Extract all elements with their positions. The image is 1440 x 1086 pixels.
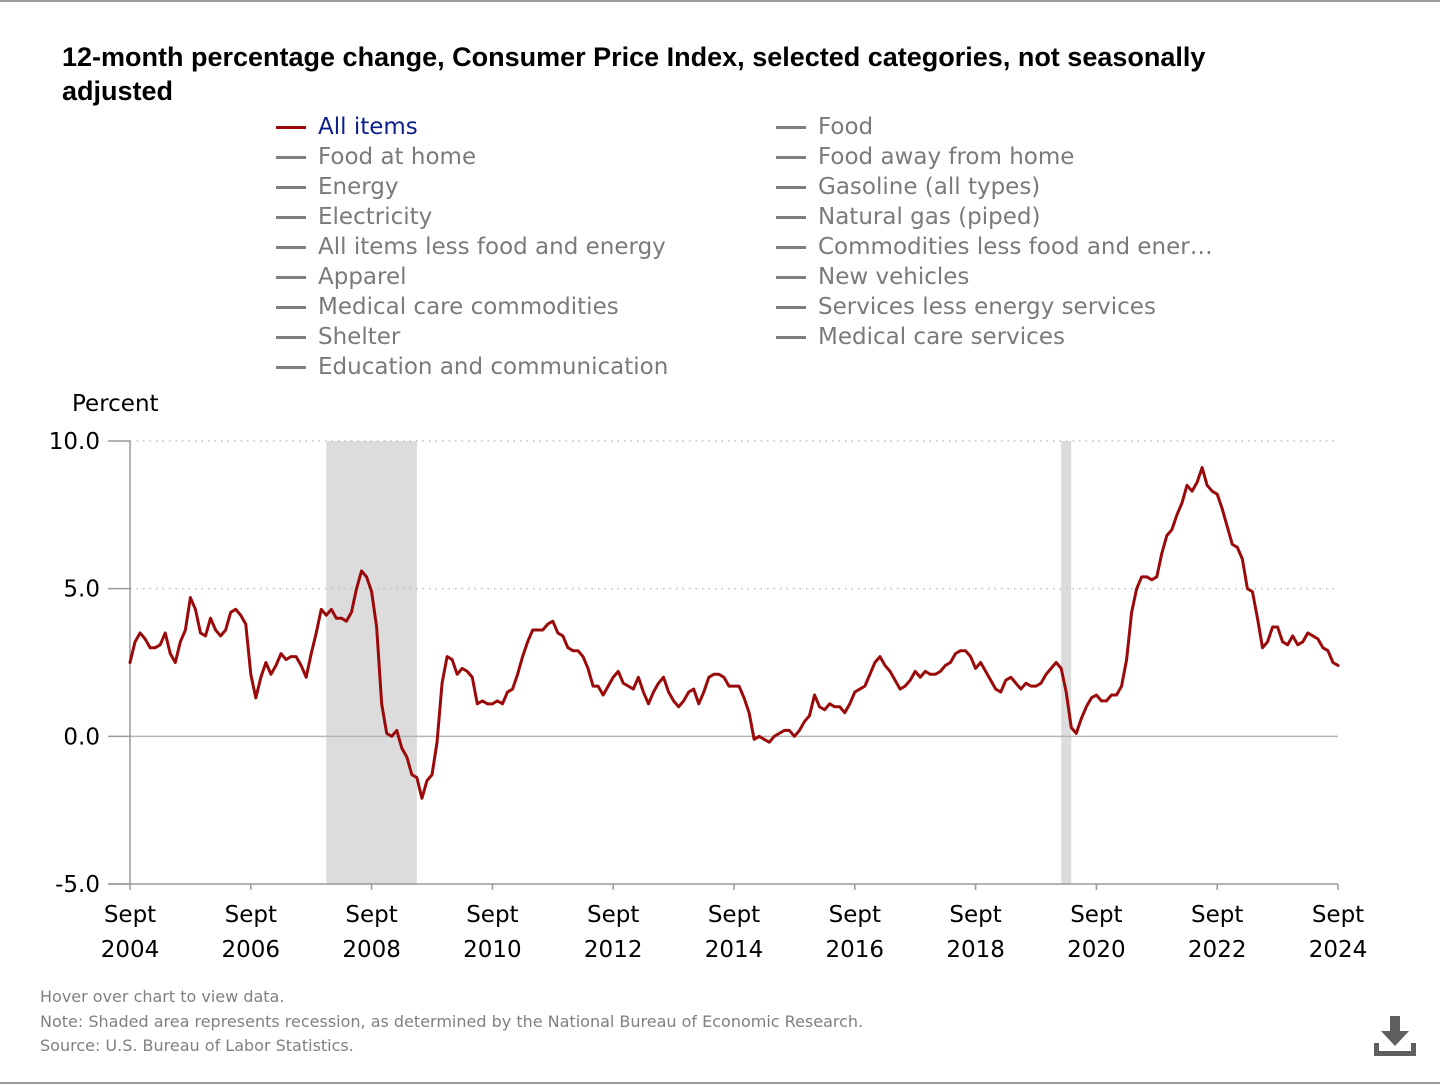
legend-label: Apparel: [318, 264, 407, 290]
frame-top-border: [0, 0, 1440, 2]
y-tick-label: -5.0: [55, 872, 100, 898]
legend-item[interactable]: Apparel: [276, 262, 407, 292]
legend-swatch: [776, 275, 806, 279]
x-tick-year: 2010: [463, 937, 522, 963]
x-tick-year: 2024: [1309, 937, 1368, 963]
legend-item[interactable]: Food at home: [276, 142, 476, 172]
legend-swatch: [276, 125, 306, 129]
recession-band: [1061, 441, 1072, 884]
line-chart[interactable]: 10.0 5.0 0.0 -5.0 Percent Sept 2004 Sept 2006 Sep…: [0, 384, 1440, 974]
legend-label: Shelter: [318, 324, 401, 350]
legend-label: Medical care services: [818, 324, 1065, 350]
x-tick-month: Sept: [104, 902, 156, 928]
legend-item[interactable]: Services less energy services: [776, 292, 1156, 322]
legend-swatch: [776, 305, 806, 309]
legend-label: New vehicles: [818, 264, 970, 290]
y-tick-label: 0.0: [63, 724, 100, 750]
axes: 10.0 5.0 0.0 -5.0 Percent Sept 2004 Sept 2006 Sep…: [49, 391, 1367, 963]
legend-item[interactable]: All items less food and energy: [276, 232, 666, 262]
legend-swatch: [276, 335, 306, 339]
x-tick-month: Sept: [1070, 902, 1122, 928]
gridlines: [130, 440, 1338, 738]
legend-item[interactable]: All items: [276, 112, 418, 142]
chart-title: 12-month percentage change, Consumer Pri…: [62, 42, 1206, 106]
series-lines: [128, 466, 1340, 800]
frame-bottom-border: [0, 1082, 1440, 1084]
legend-item[interactable]: Medical care commodities: [276, 292, 619, 322]
legend-item[interactable]: Medical care services: [776, 322, 1065, 352]
recession-note: Note: Shaded area represents recession, …: [40, 1012, 864, 1031]
legend-item[interactable]: Electricity: [276, 202, 432, 232]
legend-swatch: [276, 215, 306, 219]
x-tick-month: Sept: [949, 902, 1001, 928]
x-tick-month: Sept: [587, 902, 639, 928]
source-note: Source: U.S. Bureau of Labor Statistics.: [40, 1036, 354, 1055]
legend: All items Food Food at home Food away from …: [276, 112, 1276, 384]
x-tick-month: Sept: [466, 902, 518, 928]
y-tick-label: 5.0: [63, 577, 100, 603]
hover-hint: Hover over chart to view data.: [40, 987, 285, 1006]
x-tick-year: 2008: [342, 937, 401, 963]
legend-swatch: [276, 245, 306, 249]
legend-label: Energy: [318, 174, 399, 200]
download-button[interactable]: [1372, 1014, 1418, 1060]
x-tick-month: Sept: [708, 902, 760, 928]
legend-item[interactable]: New vehicles: [776, 262, 969, 292]
legend-label: All items less food and energy: [318, 234, 666, 260]
legend-item[interactable]: Natural gas (piped): [776, 202, 1040, 232]
legend-swatch: [276, 305, 306, 309]
legend-swatch: [276, 365, 306, 369]
x-tick-year: 2020: [1067, 937, 1126, 963]
legend-swatch: [276, 275, 306, 279]
legend-item[interactable]: Food: [776, 112, 873, 142]
legend-swatch: [776, 125, 806, 129]
legend-label: Education and communication: [318, 354, 669, 380]
legend-label: Medical care commodities: [318, 294, 619, 320]
x-tick-month: Sept: [345, 902, 397, 928]
legend-label: Food away from home: [818, 144, 1075, 170]
download-icon: [1374, 1016, 1416, 1056]
x-tick-year: 2006: [222, 937, 281, 963]
y-axis-label: Percent: [72, 391, 159, 417]
legend-swatch: [276, 155, 306, 159]
y-tick-label: 10.0: [49, 429, 100, 455]
legend-item[interactable]: Shelter: [276, 322, 400, 352]
legend-label: Gasoline (all types): [818, 174, 1041, 200]
legend-item[interactable]: Gasoline (all types): [776, 172, 1040, 202]
legend-label: Commodities less food and ener…: [818, 234, 1213, 260]
x-tick-year: 2016: [826, 937, 885, 963]
x-tick-year: 2018: [946, 937, 1005, 963]
x-tick-year: 2012: [584, 937, 643, 963]
legend-item[interactable]: Energy: [276, 172, 399, 202]
x-tick-month: Sept: [1312, 902, 1364, 928]
legend-item[interactable]: Food away from home: [776, 142, 1074, 172]
recession-band: [326, 441, 417, 884]
legend-swatch: [776, 335, 806, 339]
legend-label: Food at home: [318, 144, 477, 170]
legend-label: Services less energy services: [818, 294, 1156, 320]
legend-swatch: [276, 185, 306, 189]
series-line-all-items: [128, 466, 1340, 800]
x-tick-month: Sept: [1191, 902, 1243, 928]
legend-item[interactable]: Education and communication: [276, 352, 668, 382]
x-tick-year: 2022: [1188, 937, 1247, 963]
legend-label: Natural gas (piped): [818, 204, 1041, 230]
x-tick-year: 2014: [705, 937, 764, 963]
x-tick-month: Sept: [225, 902, 277, 928]
x-tick-year: 2004: [101, 937, 160, 963]
x-tick-month: Sept: [829, 902, 881, 928]
recession-bands: [326, 441, 1072, 884]
legend-label: All items: [318, 114, 418, 140]
legend-swatch: [776, 185, 806, 189]
legend-swatch: [776, 155, 806, 159]
legend-swatch: [776, 215, 806, 219]
legend-swatch: [776, 245, 806, 249]
legend-label: Electricity: [318, 204, 433, 230]
legend-label: Food: [818, 114, 874, 140]
legend-item[interactable]: Commodities less food and ener…: [776, 232, 1213, 262]
